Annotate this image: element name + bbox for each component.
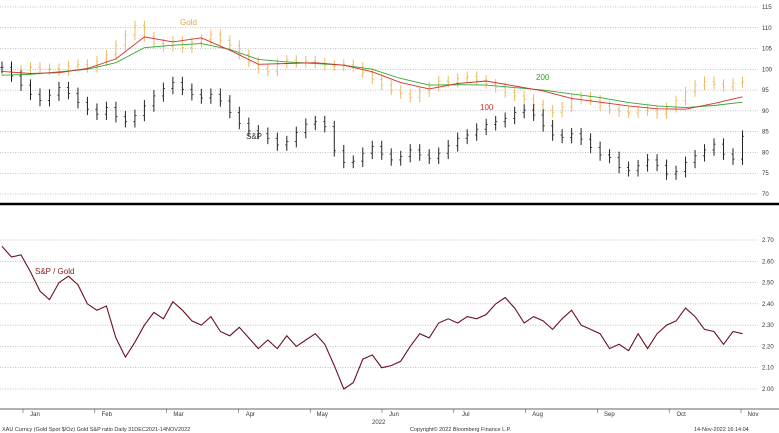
gold-label: Gold xyxy=(180,18,197,27)
x-tick-label: Oct xyxy=(677,412,687,418)
x-tick-label: Nov xyxy=(748,412,759,418)
ma200-line xyxy=(1,43,743,109)
x-tick-label: May xyxy=(317,412,328,418)
top-y-tick-label: 70 xyxy=(762,192,769,198)
x-tick-label: Aug xyxy=(532,412,543,418)
ratio-label: S&P / Gold xyxy=(35,267,74,276)
bottom-y-tick-label: 2.70 xyxy=(762,238,774,244)
top-y-tick-label: 115 xyxy=(762,5,772,11)
top-y-tick-label: 85 xyxy=(762,130,769,136)
bottom-y-tick-label: 2.00 xyxy=(762,387,774,393)
top-y-tick-label: 75 xyxy=(762,171,769,177)
x-tick-label: Feb xyxy=(102,412,113,418)
spx-label: S&P xyxy=(246,132,262,141)
x-tick-label: Jul xyxy=(462,412,470,418)
footer-center: Copyright© 2022 Bloomberg Finance L.P. xyxy=(410,426,512,433)
year-label: 2022 xyxy=(372,420,386,426)
bottom-y-tick-label: 2.50 xyxy=(762,281,774,287)
ratio-line xyxy=(1,246,743,390)
bottom-y-tick-label: 2.10 xyxy=(762,366,774,372)
top-y-tick-label: 105 xyxy=(762,47,773,53)
x-tick-label: Sep xyxy=(604,412,615,418)
top-y-tick-label: 100 xyxy=(762,67,773,73)
top-y-tick-label: 90 xyxy=(762,109,769,115)
bottom-y-tick-label: 2.60 xyxy=(762,259,774,265)
x-tick-label: Jun xyxy=(389,412,399,418)
ma200-label: 200 xyxy=(536,73,550,82)
bottom-y-tick-label: 2.20 xyxy=(762,344,774,350)
top-y-tick-label: 80 xyxy=(762,150,769,156)
top-y-tick-label: 110 xyxy=(762,26,772,32)
bottom-y-tick-label: 2.40 xyxy=(762,302,774,308)
x-tick-label: Jan xyxy=(30,412,40,418)
x-axis-ticks: Jan Feb Mar Apr May Jun Jul Aug Sep Oct Nov xyxy=(22,409,759,418)
footer-left: XAU Curncy (Gold Spot $/Oz) Gold S&P rat… xyxy=(2,427,190,433)
spx-ohlc-bars xyxy=(0,61,745,180)
top-y-tick-label: 95 xyxy=(762,88,769,94)
bottom-y-tick-label: 2.30 xyxy=(762,323,774,329)
top-panel-y-ticks: 70 75 80 85 90 95 100 105 110 115 xyxy=(762,5,773,198)
x-tick-label: Mar xyxy=(173,412,183,418)
ma100-label: 100 xyxy=(480,103,494,112)
x-tick-label: Apr xyxy=(246,412,255,418)
ma100-line xyxy=(1,36,743,110)
bottom-panel-y-ticks: 2.00 2.10 2.20 2.30 2.40 2.50 2.60 2.70 xyxy=(762,238,774,393)
footer-right: 14-Nov-2022 16:14:04 xyxy=(694,427,749,433)
